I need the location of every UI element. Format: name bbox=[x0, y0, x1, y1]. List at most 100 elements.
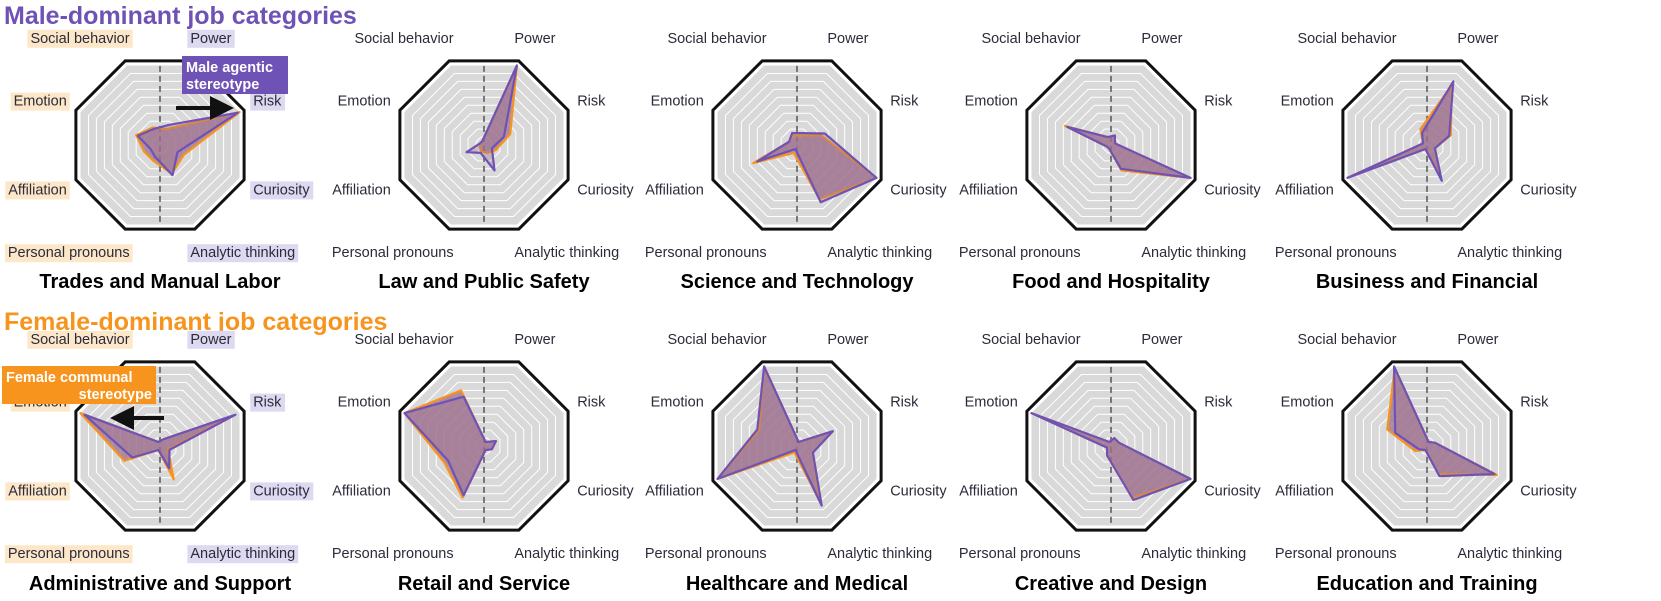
axis-label-analytic-thinking: Analytic thinking bbox=[514, 546, 619, 562]
panel-title-administrative-and-support: Administrative and Support bbox=[29, 573, 292, 595]
radar-panel-administrative-and-support: Power Risk Curiosity Analytic thinking Perso… bbox=[4, 330, 314, 595]
axis-label-power: Power bbox=[827, 31, 868, 47]
axis-label-personal-pronouns: Personal pronouns bbox=[8, 546, 130, 562]
radar-grid-ring bbox=[1355, 374, 1499, 518]
axis-label-analytic-thinking: Analytic thinking bbox=[190, 245, 295, 261]
axis-label-analytic-thinking: Analytic thinking bbox=[1141, 245, 1246, 261]
radar-grid-ring bbox=[1070, 104, 1152, 186]
axis-label-power: Power bbox=[190, 332, 231, 348]
panel-title-business-and-financial: Business and Financial bbox=[1316, 271, 1538, 293]
radar-grid-ring bbox=[1046, 381, 1176, 511]
radar-frame bbox=[1025, 360, 1197, 532]
axis-label-curiosity: Curiosity bbox=[253, 182, 310, 198]
axis-label-personal-pronouns: Personal pronouns bbox=[332, 245, 454, 261]
male-series-polygon bbox=[1066, 125, 1192, 179]
panel-title-retail-and-service: Retail and Service bbox=[398, 573, 570, 595]
radar-grid-ring bbox=[1039, 374, 1183, 518]
panel-title-science-and-technology: Science and Technology bbox=[680, 271, 914, 293]
axis-label-curiosity: Curiosity bbox=[1520, 483, 1577, 499]
axis-label-curiosity: Curiosity bbox=[577, 182, 634, 198]
axis-label-highlight bbox=[187, 330, 235, 349]
radar-grid-ring bbox=[1086, 120, 1136, 170]
axis-label-social-behavior: Social behavior bbox=[354, 31, 453, 47]
male-series-polygon bbox=[465, 64, 519, 172]
radar-grid-ring bbox=[1078, 413, 1144, 479]
axis-label-power: Power bbox=[1457, 332, 1498, 348]
axis-label-curiosity: Curiosity bbox=[253, 483, 310, 499]
axis-label-analytic-thinking: Analytic thinking bbox=[190, 546, 295, 562]
axis-label-highlight bbox=[250, 181, 314, 200]
radar-frame bbox=[398, 360, 570, 532]
radar-panel-healthcare-and-medical: Power Risk Curiosity Analytic thinking Perso… bbox=[645, 332, 947, 595]
radar-panel-business-and-financial: Power Risk Curiosity Analytic thinking Perso… bbox=[1275, 31, 1577, 293]
male-series-polygon bbox=[136, 111, 239, 177]
axis-label-emotion: Emotion bbox=[1281, 94, 1334, 110]
axis-label-personal-pronouns: Personal pronouns bbox=[8, 245, 130, 261]
axis-label-affiliation: Affiliation bbox=[1275, 483, 1334, 499]
axis-label-highlight bbox=[187, 29, 235, 48]
radar-grid-ring bbox=[412, 374, 556, 518]
radar-grid-ring bbox=[443, 104, 525, 186]
radar-frame bbox=[398, 59, 570, 231]
radar-grid-ring bbox=[732, 80, 862, 210]
radar-grid-ring bbox=[1086, 421, 1136, 471]
axis-label-emotion: Emotion bbox=[965, 94, 1018, 110]
axis-label-social-behavior: Social behavior bbox=[354, 332, 453, 348]
male-annotation-line2: stereotype bbox=[186, 77, 259, 93]
axis-label-curiosity: Curiosity bbox=[1520, 182, 1577, 198]
radar-grid-ring bbox=[427, 88, 541, 202]
radar-grid-ring bbox=[88, 73, 232, 217]
radar-grid-ring bbox=[1362, 80, 1492, 210]
axis-label-analytic-thinking: Analytic thinking bbox=[827, 245, 932, 261]
male-series-polygon bbox=[1346, 80, 1455, 182]
axis-label-emotion: Emotion bbox=[338, 395, 391, 411]
axis-label-power: Power bbox=[1457, 31, 1498, 47]
radar-frame bbox=[711, 59, 883, 231]
radar-grid-ring bbox=[1078, 112, 1144, 178]
axis-label-personal-pronouns: Personal pronouns bbox=[645, 245, 767, 261]
axis-label-highlight bbox=[187, 545, 299, 564]
axis-label-emotion: Emotion bbox=[1281, 395, 1334, 411]
axis-label-affiliation: Affiliation bbox=[8, 182, 67, 198]
axis-label-curiosity: Curiosity bbox=[890, 483, 947, 499]
axis-label-highlight bbox=[10, 92, 70, 111]
axis-label-affiliation: Affiliation bbox=[645, 182, 704, 198]
axis-label-power: Power bbox=[514, 332, 555, 348]
male-annotation-box bbox=[182, 56, 288, 94]
axis-label-highlight bbox=[250, 482, 314, 501]
radar-grid-ring bbox=[435, 96, 533, 194]
female-series-polygon bbox=[752, 134, 878, 201]
male-series-polygon bbox=[83, 413, 237, 470]
axis-label-highlight bbox=[250, 92, 286, 111]
radar-grid-ring bbox=[1054, 88, 1168, 202]
axis-label-social-behavior: Social behavior bbox=[1297, 332, 1396, 348]
axis-label-highlight bbox=[27, 29, 133, 48]
radar-grid-ring bbox=[1402, 120, 1452, 170]
radar-frame bbox=[1341, 59, 1513, 231]
axis-label-social-behavior: Social behavior bbox=[667, 31, 766, 47]
axis-label-emotion: Emotion bbox=[14, 94, 67, 110]
radar-frame bbox=[1341, 360, 1513, 532]
axis-label-social-behavior: Social behavior bbox=[667, 332, 766, 348]
axis-label-highlight bbox=[27, 330, 133, 349]
axis-label-power: Power bbox=[1141, 31, 1182, 47]
axis-label-social-behavior: Social behavior bbox=[1297, 31, 1396, 47]
radar-grid-ring bbox=[127, 413, 193, 479]
radar-grid-ring bbox=[412, 73, 556, 217]
axis-label-power: Power bbox=[190, 31, 231, 47]
axis-label-power: Power bbox=[514, 31, 555, 47]
axis-label-risk: Risk bbox=[1204, 94, 1233, 110]
axis-label-analytic-thinking: Analytic thinking bbox=[1457, 546, 1562, 562]
radar-grid-ring bbox=[419, 381, 549, 511]
axis-label-highlight bbox=[5, 482, 70, 501]
radar-grid-ring bbox=[740, 88, 854, 202]
axis-label-personal-pronouns: Personal pronouns bbox=[959, 546, 1081, 562]
radar-grid-ring bbox=[732, 381, 862, 511]
axis-label-risk: Risk bbox=[890, 395, 919, 411]
radar-grid-ring bbox=[451, 112, 517, 178]
axis-label-affiliation: Affiliation bbox=[645, 483, 704, 499]
axis-label-risk: Risk bbox=[253, 395, 282, 411]
radar-panel-education-and-training: Power Risk Curiosity Analytic thinking Perso… bbox=[1275, 332, 1577, 595]
axis-label-curiosity: Curiosity bbox=[1204, 483, 1261, 499]
